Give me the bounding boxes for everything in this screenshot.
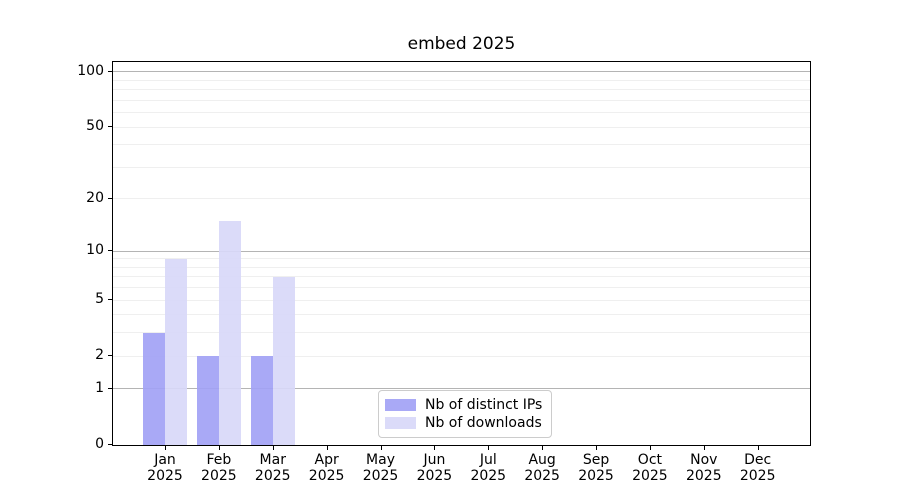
y-tick-label: 50	[86, 118, 104, 135]
x-tick-label-jun: Jun 2025	[404, 452, 464, 484]
x-tick-month: Apr	[314, 452, 339, 468]
legend-item-downloads: Nb of downloads	[385, 414, 542, 432]
y-tick-label: 2	[95, 347, 104, 364]
x-tick-label-may: May 2025	[351, 452, 411, 484]
y-tick-mark	[108, 299, 112, 301]
x-tick-mark	[757, 446, 759, 450]
legend-label-distinct-ips: Nb of distinct IPs	[425, 397, 543, 413]
bar-nb-of-downloads-jan	[165, 258, 187, 445]
x-tick-label-nov: Nov 2025	[674, 452, 734, 484]
x-tick-year: 2025	[470, 468, 507, 484]
y-tick-label: 100	[77, 62, 104, 79]
legend-swatch-distinct-ips-icon	[385, 399, 416, 411]
legend-box: Nb of distinct IPs Nb of downloads	[378, 390, 553, 438]
y-gridline-minor	[113, 276, 810, 278]
x-tick-label-oct: Oct 2025	[620, 452, 680, 484]
y-gridline-minor	[113, 198, 810, 200]
y-gridline-minor	[113, 144, 810, 146]
y-gridline-major	[113, 388, 810, 390]
bar-nb-of-downloads-mar	[272, 276, 295, 445]
y-tick-mark	[108, 126, 112, 128]
x-tick-month: Feb	[206, 452, 232, 468]
bar-nb-of-distinct-ips-feb	[196, 356, 219, 445]
x-tick-month: Mar	[259, 452, 286, 468]
x-tick-mark	[326, 446, 328, 450]
x-tick-month: Oct	[637, 452, 663, 468]
x-tick-label-sep: Sep 2025	[566, 452, 626, 484]
y-gridline-major	[113, 71, 810, 73]
x-tick-label-dec: Dec 2025	[728, 452, 788, 484]
x-tick-mark	[488, 446, 490, 450]
x-tick-month: Nov	[690, 452, 718, 468]
y-tick-mark	[108, 197, 112, 199]
x-tick-label-feb: Feb 2025	[189, 452, 249, 484]
y-gridline-minor	[113, 258, 810, 260]
y-gridline-minor	[113, 79, 810, 81]
x-tick-mark	[272, 446, 274, 450]
y-gridline-major	[113, 250, 810, 252]
x-tick-year: 2025	[147, 468, 183, 484]
x-tick-year: 2025	[308, 468, 345, 484]
x-tick-mark	[542, 446, 544, 450]
x-tick-month: May	[366, 452, 395, 468]
x-tick-year: 2025	[254, 468, 291, 484]
y-tick-label: 20	[86, 189, 104, 206]
y-gridline-minor	[113, 314, 810, 316]
x-tick-label-apr: Apr 2025	[297, 452, 357, 484]
x-tick-year: 2025	[685, 468, 722, 484]
x-tick-label-mar: Mar 2025	[243, 452, 303, 484]
y-tick-label: 10	[86, 242, 104, 259]
x-tick-label-jan: Jan 2025	[135, 452, 195, 484]
x-tick-mark	[596, 446, 598, 450]
y-tick-label: 5	[95, 291, 104, 308]
x-tick-month: Jun	[423, 452, 446, 468]
x-tick-mark	[434, 446, 436, 450]
y-gridline-minor	[113, 89, 810, 91]
x-tick-year: 2025	[739, 468, 776, 484]
bar-nb-of-downloads-feb	[218, 220, 241, 445]
x-tick-month: Jan	[154, 452, 176, 468]
x-tick-year: 2025	[362, 468, 399, 484]
y-gridline-minor	[113, 266, 810, 268]
y-gridline-minor	[113, 112, 810, 114]
legend-item-distinct-ips: Nb of distinct IPs	[385, 396, 542, 414]
x-tick-mark	[380, 446, 382, 450]
y-gridline-minor	[113, 332, 810, 334]
legend-swatch-downloads-icon	[385, 417, 416, 429]
y-gridline-minor	[113, 355, 810, 357]
x-tick-mark	[165, 446, 166, 450]
x-tick-label-aug: Aug 2025	[512, 452, 572, 484]
x-tick-year: 2025	[201, 468, 237, 484]
bar-nb-of-distinct-ips-jan	[143, 332, 165, 445]
x-tick-month: Dec	[744, 452, 772, 468]
x-tick-year: 2025	[416, 468, 453, 484]
bar-nb-of-distinct-ips-mar	[250, 356, 273, 445]
chart-title: embed 2025	[407, 34, 516, 54]
x-tick-mark	[703, 446, 705, 450]
legend-label-downloads: Nb of downloads	[425, 415, 542, 431]
y-gridline-minor	[113, 166, 810, 168]
x-tick-month: Aug	[528, 452, 556, 468]
y-gridline-minor	[113, 126, 810, 128]
x-tick-month: Jul	[479, 452, 497, 468]
y-gridline-minor	[113, 299, 810, 301]
y-gridline-minor	[113, 99, 810, 101]
x-tick-year: 2025	[524, 468, 560, 484]
x-tick-label-jul: Jul 2025	[458, 452, 518, 484]
x-tick-year: 2025	[632, 468, 668, 484]
x-tick-mark	[649, 446, 651, 450]
y-tick-mark	[108, 70, 112, 72]
x-tick-year: 2025	[578, 468, 614, 484]
y-gridline-minor	[113, 287, 810, 289]
y-tick-mark	[108, 444, 112, 445]
plot-area: Nb of distinct IPs Nb of downloads	[112, 61, 811, 446]
x-tick-mark	[218, 446, 220, 450]
y-tick-mark	[108, 387, 112, 389]
y-tick-label: 1	[95, 379, 104, 396]
y-tick-mark	[108, 355, 112, 357]
y-tick-mark	[108, 250, 112, 252]
x-tick-month: Sep	[582, 452, 610, 468]
y-tick-label: 0	[95, 436, 104, 452]
